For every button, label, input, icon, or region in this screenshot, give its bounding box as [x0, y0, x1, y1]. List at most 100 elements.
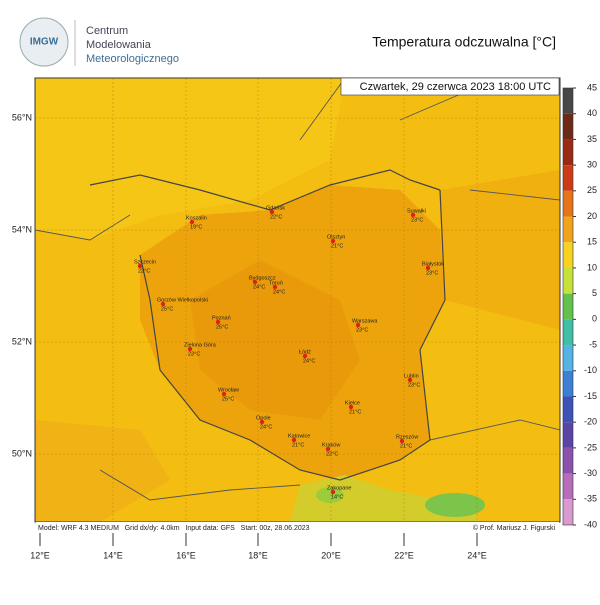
city-temp: 25°C [222, 396, 234, 402]
city-name: Suwałki [407, 208, 426, 214]
colorbar-segment [563, 190, 573, 217]
city-temp: 24°C [253, 284, 265, 290]
footer-info: Model: WRF 4.3 MEDIUM Grid dx/dy: 4.0km … [38, 525, 310, 532]
city-dot [259, 419, 265, 425]
city-temp: 14°C [331, 494, 343, 500]
colorbar-label: -5 [589, 339, 597, 349]
city-dot [302, 353, 308, 359]
lon-label: 12°E [30, 550, 50, 560]
colorbar-label: 45 [587, 82, 597, 92]
colorbar-label: -30 [584, 468, 597, 478]
title: Temperatura odczuwalna [°C] [372, 34, 556, 50]
city-name: Wrocław [218, 387, 239, 393]
colorbar-segment [563, 473, 573, 500]
colorbar-segment [563, 422, 573, 448]
city-temp: 23°C [411, 217, 423, 223]
city-name: Łódź [299, 349, 311, 355]
city-temp: 25°C [161, 306, 173, 312]
colorbar-label: 0 [592, 314, 597, 324]
city-name: Kraków [322, 442, 340, 448]
city-name: Lublin [404, 373, 419, 379]
city-name: Gdańsk [266, 205, 285, 211]
org-name: Centrum [86, 25, 128, 37]
colorbar-segment [563, 242, 573, 268]
map [35, 78, 560, 522]
city-name: Białystok [422, 261, 444, 267]
lon-label: 18°E [248, 550, 268, 560]
city-name: Zielona Góra [184, 342, 217, 348]
date: Czwartek, 29 czerwca 2023 18:00 UTC [360, 81, 551, 93]
city-name: Bydgoszcz [249, 275, 276, 281]
city-name: Toruń [269, 280, 283, 286]
colorbar-segment [563, 293, 573, 320]
city-name: Katowice [288, 433, 310, 439]
city-name: Warszawa [352, 318, 378, 324]
city-dot [269, 209, 275, 215]
lat-label: 56°N [12, 112, 32, 122]
city-name: Gorzów Wielkopolski [157, 297, 208, 303]
city-temp: 23°C [408, 382, 420, 388]
city-name: Poznań [212, 315, 231, 321]
city-temp: 25°C [216, 324, 228, 330]
colorbar-label: 10 [587, 262, 597, 272]
city-name: Rzeszów [396, 434, 418, 440]
city-dot [252, 279, 258, 285]
city-dot [355, 322, 361, 328]
colorbar-segment [563, 447, 573, 474]
city-dot [160, 301, 166, 307]
colorbar-label: -20 [584, 417, 597, 427]
city-temp: 24°C [260, 424, 272, 430]
city-temp: 21°C [292, 442, 304, 448]
colorbar-segment [563, 113, 573, 140]
colorbar-segment [563, 267, 573, 294]
colorbar-label: 20 [587, 211, 597, 221]
colorbar-segment [563, 165, 573, 191]
colorbar-label: 30 [587, 159, 597, 169]
footer-credit: © Prof. Mariusz J. Figurski [473, 524, 556, 532]
colorbar-segment [563, 319, 573, 346]
colorbar-label: 25 [587, 185, 597, 195]
colorbar-frame [562, 87, 574, 526]
city-dot [410, 212, 416, 218]
generated: Koszalin 19°C Gdańsk 22°C Suwałki 23°C Szczeci… [12, 82, 597, 560]
city-dot [330, 489, 336, 495]
city-dot [272, 284, 278, 290]
lon-label: 14°E [103, 550, 123, 560]
city-dot [399, 438, 405, 444]
city-temp: 22°C [326, 451, 338, 457]
colorbar-segment [563, 499, 573, 525]
colorbar-segment [563, 216, 573, 243]
org-name: Meteorologicznego [86, 53, 179, 65]
city-dot [330, 238, 336, 244]
colorbar-label: -35 [584, 494, 597, 504]
lon-label: 16°E [176, 550, 196, 560]
lon-label: 22°E [394, 550, 414, 560]
city-temp: 23°C [356, 327, 368, 333]
logo-text: IMGW [30, 37, 59, 48]
city-name: Olsztyn [327, 234, 345, 240]
city-dot [137, 263, 143, 269]
colorbar-label: 5 [592, 288, 597, 298]
city-dot [407, 377, 413, 383]
colorbar-segment [563, 370, 573, 397]
city-name: Zakopane [327, 485, 351, 491]
colorbar-label: -15 [584, 391, 597, 401]
date-box [340, 77, 560, 96]
lat-label: 54°N [12, 224, 32, 234]
city-name: Kielce [345, 400, 360, 406]
city-name: Koszalin [186, 215, 207, 221]
city-temp: 24°C [303, 358, 315, 364]
footer-bg [36, 522, 559, 533]
colorbar-label: -10 [584, 365, 597, 375]
city-dot [291, 437, 297, 443]
city-temp: 21°C [349, 409, 361, 415]
city-dot [187, 346, 193, 352]
city-temp: 19°C [190, 224, 202, 230]
colorbar-segment [563, 139, 573, 166]
colorbar-segment [563, 396, 573, 423]
city-temp: 21°C [331, 243, 343, 249]
city-dot [221, 391, 227, 397]
city-dot [425, 265, 431, 271]
